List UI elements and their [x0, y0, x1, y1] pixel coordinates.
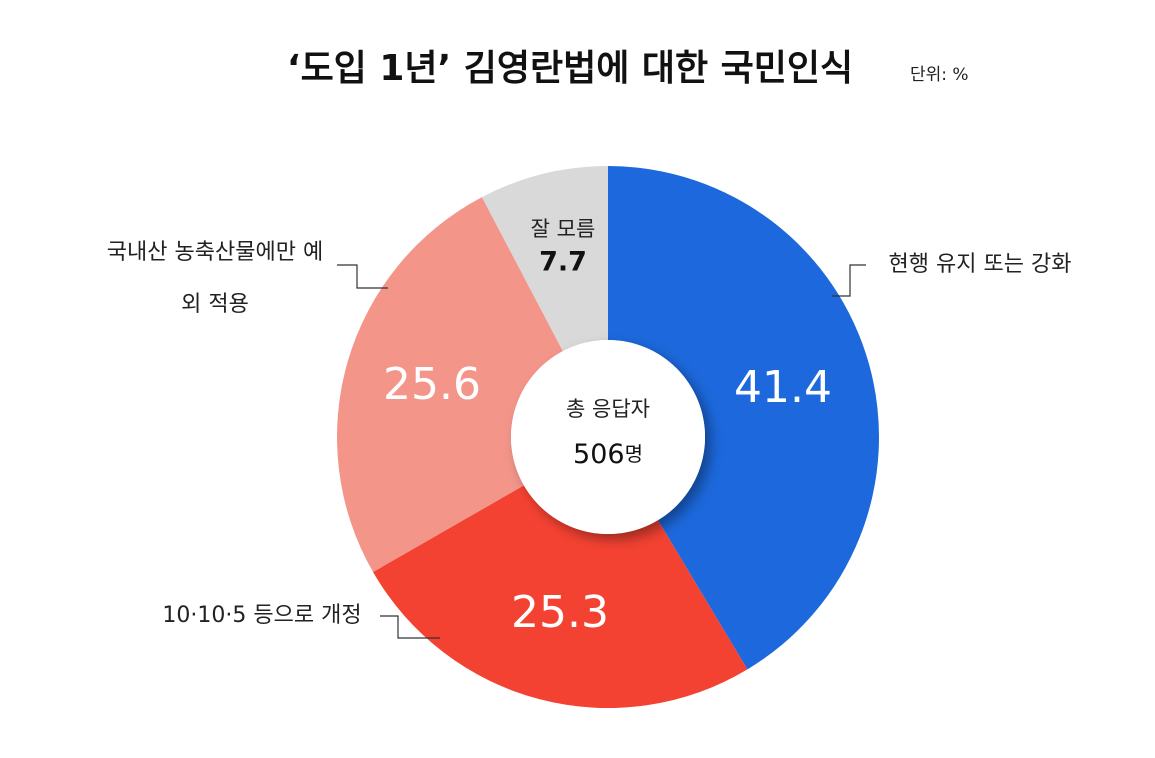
value-label: 41.4 — [734, 362, 832, 413]
category-label: 10·10·5 등으로 개정 — [162, 603, 361, 628]
unit-label: 단위: % — [910, 65, 969, 85]
leader-line — [337, 264, 388, 289]
category-label: 잘 모름 — [531, 217, 596, 241]
category-label: 국내산 농축산물에만 예외 적용 — [106, 240, 324, 317]
leader-line — [380, 615, 440, 639]
donut-slice — [608, 166, 879, 670]
chart-title: ‘도입 1년’ 김영란법에 대한 국민인식 — [287, 48, 853, 89]
center-count: 506명 — [573, 439, 643, 470]
value-label: 7.7 — [539, 247, 587, 278]
center-label: 총 응답자 — [566, 397, 650, 421]
value-label: 25.6 — [383, 359, 481, 410]
donut-slice — [481, 166, 608, 352]
donut-slice — [373, 485, 748, 708]
leader-line — [832, 264, 866, 297]
donut-slice — [336, 197, 563, 573]
category-label: 현행 유지 또는 강화 — [889, 252, 1072, 277]
center-count-value: 506 — [573, 439, 625, 470]
center-count-unit: 명 — [625, 442, 643, 466]
value-label: 25.3 — [511, 587, 609, 638]
center-hole — [511, 340, 705, 534]
